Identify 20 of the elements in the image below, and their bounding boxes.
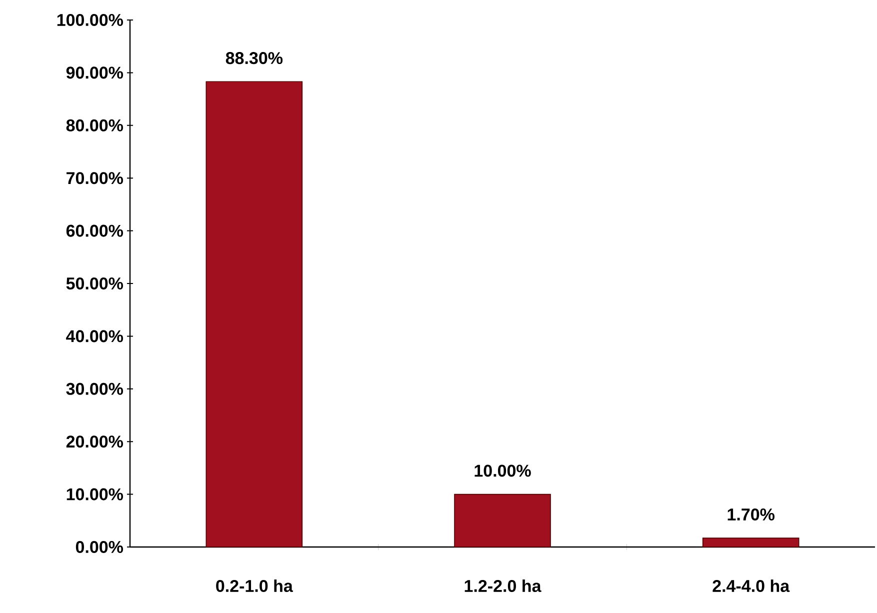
- bar: [206, 81, 303, 548]
- y-tick-label: 80.00%: [66, 119, 124, 132]
- data-label: 10.00%: [474, 464, 531, 477]
- y-tick-label: 30.00%: [66, 382, 124, 395]
- bar: [702, 538, 800, 548]
- y-tick-label: 60.00%: [66, 224, 124, 237]
- x-tick-label: 1.2-2.0 ha: [464, 580, 542, 592]
- y-tick-label: 10.00%: [66, 488, 124, 500]
- y-tick-label: 50.00%: [66, 277, 124, 290]
- y-tick-label: 40.00%: [66, 330, 124, 342]
- y-tick-label: 0.00%: [76, 540, 124, 554]
- y-tick-label: 90.00%: [66, 66, 124, 79]
- y-tick-label: 20.00%: [66, 436, 124, 448]
- data-label: 1.70%: [728, 508, 774, 521]
- bar: [454, 494, 551, 548]
- y-tick-label: 70.00%: [66, 172, 124, 184]
- data-label: 88.30%: [226, 52, 283, 64]
- x-tick-label: 2.4-4.0 ha: [712, 580, 790, 592]
- y-tick-label: 100.00%: [57, 14, 124, 26]
- x-tick-label: 0.2-1.0 ha: [216, 580, 294, 592]
